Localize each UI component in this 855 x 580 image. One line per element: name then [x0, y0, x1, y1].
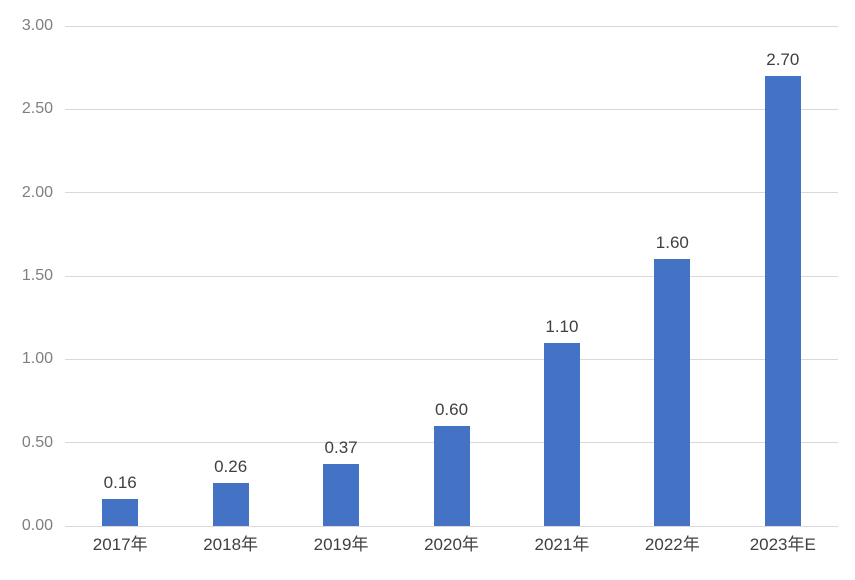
gridline [65, 275, 838, 277]
y-axis-tick-label: 0.50 [21, 433, 53, 451]
bar [654, 259, 690, 526]
gridline [65, 108, 838, 110]
y-axis-tick-label: 2.50 [21, 100, 53, 118]
bar-value-label: 0.26 [214, 457, 248, 476]
y-axis-tick-label: 3.00 [21, 17, 53, 34]
x-axis-line [65, 525, 838, 527]
bar [765, 76, 801, 526]
bar-value-label: 0.16 [103, 473, 137, 492]
x-axis-tick-label: 2017年 [92, 535, 148, 554]
bar [434, 426, 470, 526]
bar-value-label: 1.10 [545, 317, 579, 336]
bar [544, 343, 580, 526]
gridline [65, 192, 838, 194]
bar-value-label: 2.70 [766, 50, 800, 69]
x-axis-tick-label: 2019年 [313, 535, 369, 554]
bar [323, 464, 359, 526]
x-axis-tick-label: 2023年E [749, 535, 816, 554]
y-axis-tick-label: 1.00 [21, 350, 53, 368]
bar-value-label: 0.60 [434, 400, 469, 419]
x-axis-tick-label: 2022年 [644, 535, 700, 554]
x-axis-tick-label: 2018年 [203, 535, 259, 554]
bar [102, 499, 138, 526]
x-axis-tick-label: 2020年 [424, 535, 479, 554]
y-axis-tick-label: 0.00 [21, 517, 53, 534]
bar-value-label: 0.37 [324, 438, 358, 457]
bar-value-label: 1.60 [655, 233, 689, 252]
y-axis-tick-label: 1.50 [21, 267, 53, 284]
gridline [65, 25, 838, 27]
y-axis-tick-label: 2.00 [21, 183, 53, 201]
bar [213, 483, 249, 526]
x-axis-tick-label: 2021年 [534, 535, 590, 554]
gridline [65, 358, 838, 360]
